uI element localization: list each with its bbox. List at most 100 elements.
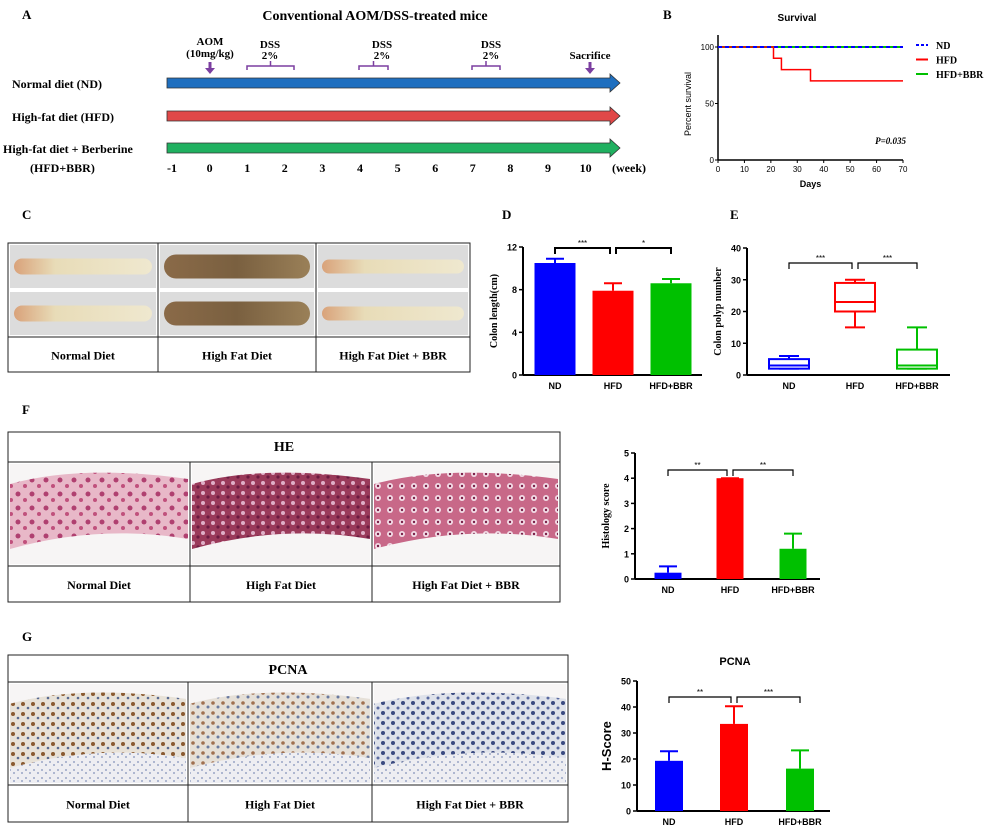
- significance-label: **: [760, 461, 766, 470]
- x-tick-label: 0: [716, 165, 721, 174]
- chart-title: Survival: [778, 13, 817, 24]
- colon-photo: [164, 254, 310, 279]
- week-tick-label: 2: [282, 161, 288, 175]
- tissue-stroma: [190, 752, 370, 783]
- week-tick-label: -1: [167, 161, 177, 175]
- tissue-stroma: [374, 752, 566, 783]
- group-label-nd: Normal diet (ND): [12, 77, 102, 91]
- timeline-diagram: Conventional AOM/DSS-treated mice Normal…: [3, 9, 646, 175]
- down-arrow-icon: [205, 68, 215, 74]
- timeline-arrow: [166, 106, 621, 126]
- group-label-hfd: High-fat diet (HFD): [12, 110, 114, 124]
- tissue-image: [190, 692, 370, 769]
- group-label-hfd-bbr: High-fat diet + Berberine: [3, 142, 133, 156]
- y-tick-label: 2: [624, 524, 629, 534]
- y-axis-label: Colon polyp number: [713, 267, 724, 356]
- panel-label-b: B: [663, 7, 672, 22]
- x-tick-label: HFD: [604, 381, 623, 391]
- panel-label-c: C: [22, 207, 31, 222]
- y-tick-label: 50: [621, 677, 631, 687]
- bar-hfd: [720, 723, 748, 811]
- dss-bracket: [471, 61, 501, 70]
- y-tick-label: 8: [512, 285, 517, 295]
- tissue-image: [10, 692, 186, 769]
- dss-conc-2: 2%: [374, 50, 391, 62]
- legend-label: HFD+BBR: [936, 70, 984, 81]
- week-tick-label: 5: [395, 161, 401, 175]
- significance-label: ***: [578, 239, 587, 248]
- significance-bracket: [788, 262, 853, 269]
- x-tick-label: 10: [740, 165, 749, 174]
- y-tick-label: 40: [731, 244, 741, 254]
- panel-label-a: A: [22, 7, 32, 22]
- aom-label: AOM: [197, 36, 225, 48]
- y-tick-label: 50: [705, 100, 714, 109]
- y-tick-label: 0: [736, 371, 741, 381]
- timeline-arrow: [166, 73, 621, 93]
- significance-bracket: [667, 469, 728, 476]
- y-tick-label: 0: [624, 575, 629, 585]
- x-axis-label: Days: [800, 179, 822, 189]
- dss-label-2: DSS: [372, 39, 392, 51]
- stain-title: HE: [274, 440, 294, 455]
- chart-3: 0 1 2 3 4 5 Histology score ND HFD HFD+BBR ** **: [601, 449, 820, 595]
- dss-conc-3: 2%: [483, 50, 500, 62]
- panel-label-e: E: [730, 207, 739, 222]
- y-tick-label: 10: [621, 781, 631, 791]
- grid-label: Normal Diet: [67, 578, 131, 592]
- dss-bracket: [358, 61, 389, 70]
- x-tick-label: HFD+BBR: [771, 585, 815, 595]
- he-stain-grid: HE Normal Diet High Fat Diet High Fat Diet …: [7, 431, 561, 603]
- significance-bracket: [668, 696, 732, 703]
- colon-photo-grid: Normal Diet High Fat Diet High Fat Diet + …: [7, 242, 471, 373]
- grid-label: High Fat Diet + BBR: [339, 349, 447, 363]
- x-tick-label: HFD: [725, 817, 744, 827]
- grid-label: High Fat Diet + BBR: [416, 798, 524, 812]
- tissue-image: [10, 472, 188, 549]
- significance-label: *: [642, 239, 645, 248]
- x-tick-label: 60: [872, 165, 881, 174]
- significance-bracket: [857, 262, 918, 269]
- x-tick-label: HFD+BBR: [778, 817, 822, 827]
- bar-nd: [655, 760, 683, 811]
- significance-bracket: [554, 247, 611, 254]
- significance-label: **: [697, 688, 703, 697]
- grid-label: High Fat Diet: [245, 798, 315, 812]
- bar-nd: [534, 263, 576, 375]
- grid-label: High Fat Diet: [202, 349, 272, 363]
- colon-photo: [164, 301, 310, 326]
- y-tick-label: 0: [512, 371, 517, 381]
- y-tick-label: 30: [621, 729, 631, 739]
- dss-bracket: [246, 61, 295, 70]
- box-nd: [768, 358, 810, 370]
- x-tick-label: HFD: [721, 585, 740, 595]
- x-tick-label: ND: [783, 381, 796, 391]
- significance-label: ***: [816, 254, 825, 263]
- x-tick-label: HFD: [846, 381, 865, 391]
- y-tick-label: 4: [624, 474, 629, 484]
- bar-hfd-bbr: [650, 283, 692, 375]
- panel-label-f: F: [22, 402, 30, 417]
- week-tick-label: 9: [545, 161, 551, 175]
- chart-2: 0 10 20 30 40 Colon polyp number ND HFD HFD+BBR *…: [713, 244, 950, 391]
- x-tick-label: 30: [793, 165, 802, 174]
- significance-bracket: [615, 247, 672, 254]
- week-tick-label: 0: [207, 161, 213, 175]
- legend-label: HFD: [936, 56, 957, 67]
- survival-line-hfd: [718, 46, 903, 82]
- aom-dose-label: (10mg/kg): [186, 48, 234, 60]
- panel-label-g: G: [22, 629, 32, 644]
- x-tick-label: 70: [899, 165, 908, 174]
- grid-label: Normal Diet: [51, 349, 115, 363]
- down-arrow-icon: [585, 68, 595, 74]
- tissue-image: [192, 472, 370, 549]
- y-tick-label: 0: [626, 807, 631, 817]
- week-unit: (week): [612, 161, 646, 175]
- box-hfd-bbr: [896, 348, 938, 370]
- timeline-arrow: [166, 138, 621, 158]
- x-tick-label: ND: [549, 381, 562, 391]
- legend-label: ND: [936, 41, 950, 52]
- sacrifice-label: Sacrifice: [570, 50, 611, 62]
